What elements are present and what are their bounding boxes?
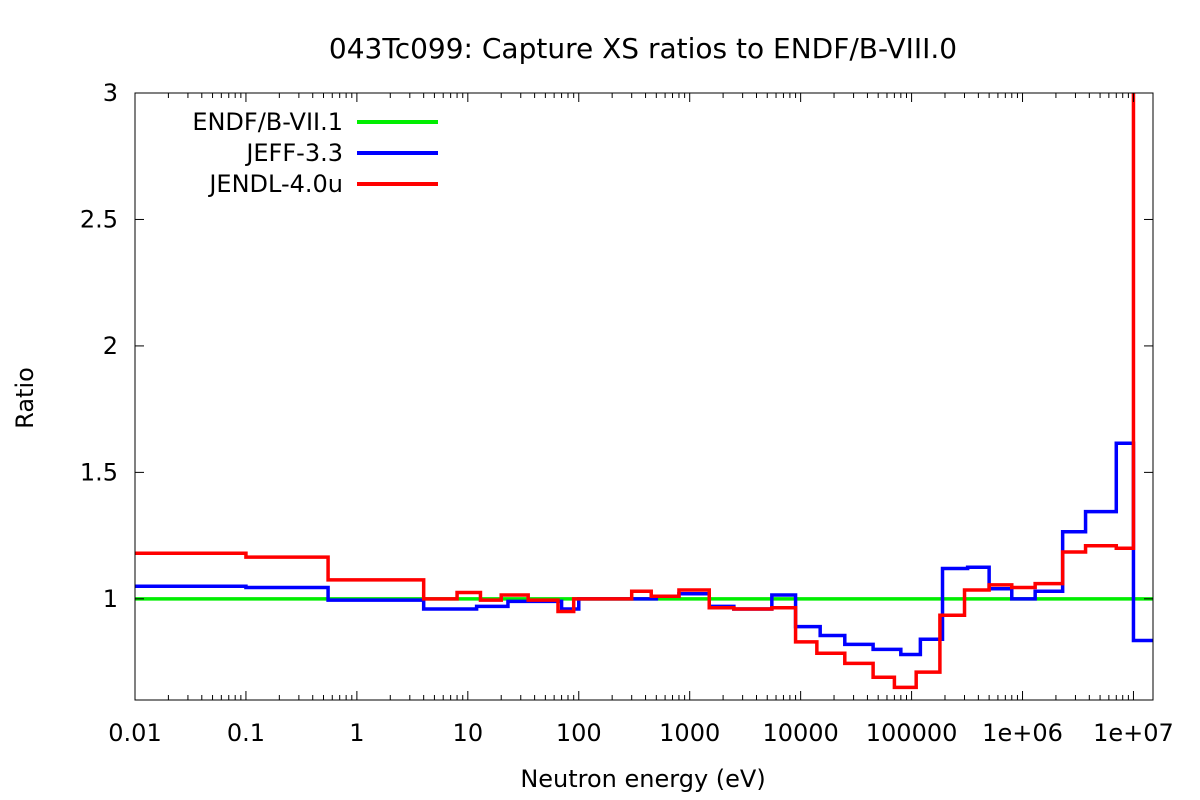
axis-ticks: 0.01 0.1 1 10 100 1000 10000 100000 1e+06 1e+07 1 1…	[80, 79, 1174, 747]
legend-label-jeff-3-3: JEFF-3.3	[244, 139, 343, 167]
x-tick-label: 0.1	[227, 719, 265, 747]
x-tick-label: 10000	[762, 719, 838, 747]
x-tick-label: 0.01	[108, 719, 161, 747]
series-line-jendl-4-0u	[135, 93, 1136, 690]
x-tick-label: 100	[556, 719, 602, 747]
plot-area	[135, 93, 1153, 690]
y-tick-label: 3	[103, 79, 118, 107]
x-tick-label: 1e+06	[982, 719, 1063, 747]
y-tick-label: 2.5	[80, 205, 118, 233]
y-tick-label: 2	[103, 332, 118, 360]
series-line-jeff-3-3	[135, 441, 1153, 657]
legend-label-endf-b-vii-1: ENDF/B-VII.1	[192, 108, 343, 136]
legend-label-jendl-4-0u: JENDL-4.0u	[207, 170, 343, 198]
plot-frame	[134, 92, 1154, 701]
chart-title: 043Tc099: Capture XS ratios to ENDF/B-VI…	[329, 32, 957, 65]
legend: ENDF/B-VII.1 JEFF-3.3 JENDL-4.0u	[192, 108, 438, 198]
x-axis-label: Neutron energy (eV)	[520, 765, 765, 793]
y-axis-label: Ratio	[11, 367, 39, 429]
x-tick-label: 100000	[866, 719, 958, 747]
x-tick-label: 10	[453, 719, 484, 747]
y-tick-label: 1.5	[80, 458, 118, 486]
x-tick-label: 1	[349, 719, 364, 747]
x-tick-label: 1000	[659, 719, 720, 747]
x-tick-label: 1e+07	[1093, 719, 1174, 747]
y-tick-label: 1	[103, 585, 118, 613]
